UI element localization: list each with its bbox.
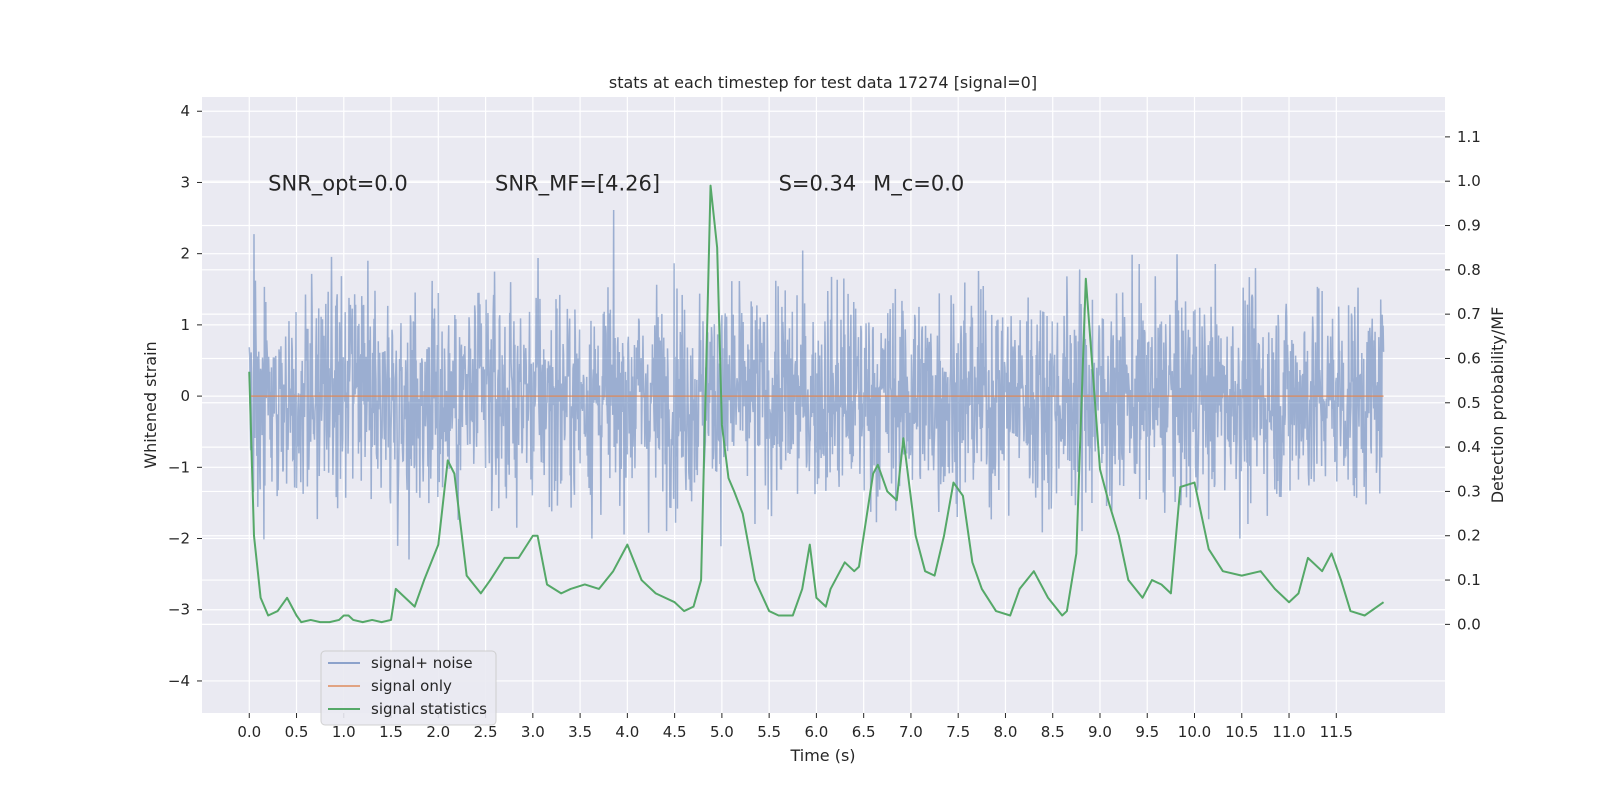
legend-label-stats: signal statistics — [371, 700, 487, 718]
x-tick-label: 6.0 — [804, 723, 828, 741]
y-axis-right-ticks: 0.0 0.1 0.2 0.3 0.4 0.5 0.6 0.7 0.8 0.9 1.0 1.1 — [1445, 128, 1481, 633]
annotation-2: S=0.34 — [779, 171, 857, 195]
y-right-tick-label: 0.3 — [1457, 482, 1481, 500]
x-tick-label: 7.0 — [899, 723, 923, 741]
y-tick-label: 2 — [180, 245, 190, 263]
y-right-tick-label: 1.1 — [1457, 128, 1481, 146]
stats-line — [248, 184, 1385, 624]
series-signal-statistics — [248, 184, 1385, 624]
x-tick-label: 2.0 — [426, 723, 450, 741]
y-right-tick-label: 0.0 — [1457, 615, 1481, 633]
x-tick-label: 3.0 — [521, 723, 545, 741]
x-tick-label: 10.0 — [1178, 723, 1211, 741]
y-tick-label: −1 — [168, 458, 190, 476]
annotation-3: M_c=0.0 — [873, 171, 964, 196]
x-axis-label: Time (s) — [789, 746, 855, 765]
x-tick-label: 5.5 — [757, 723, 781, 741]
y-right-tick-label: 0.5 — [1457, 394, 1481, 412]
y-right-tick-label: 0.6 — [1457, 349, 1481, 367]
x-axis-ticks: 0.0 0.5 1.0 1.5 2.0 2.5 3.0 3.5 4.0 4.5 5.0 5.5 6.0 6… — [237, 713, 1353, 741]
y-right-tick-label: 0.1 — [1457, 571, 1481, 589]
y-tick-label: 4 — [180, 102, 190, 120]
x-tick-label: 10.5 — [1225, 723, 1258, 741]
legend-label-signal: signal only — [371, 677, 452, 695]
y-axis-label: Whitened strain — [141, 341, 160, 468]
y-right-tick-label: 0.7 — [1457, 305, 1481, 323]
series-signal-plus-noise — [248, 209, 1385, 560]
x-tick-label: 1.5 — [379, 723, 403, 741]
legend-box — [320, 650, 497, 726]
x-tick-label: 2.5 — [474, 723, 498, 741]
annotation-1: SNR_MF=[4.26] — [495, 171, 660, 196]
y-axis-left-ticks: −4 −3 −2 −1 0 1 2 3 4 — [168, 102, 202, 690]
annotation-0: SNR_opt=0.0 — [268, 171, 408, 196]
x-tick-label: 8.0 — [994, 723, 1018, 741]
x-tick-label: 11.0 — [1272, 723, 1305, 741]
y-tick-label: −2 — [168, 530, 190, 548]
y-tick-label: 0 — [180, 387, 190, 405]
y-right-tick-label: 1.0 — [1457, 172, 1481, 190]
x-tick-label: 0.5 — [285, 723, 309, 741]
y-tick-label: −4 — [168, 672, 190, 690]
y-right-tick-label: 0.2 — [1457, 527, 1481, 545]
x-tick-label: 5.0 — [710, 723, 734, 741]
x-tick-label: 0.0 — [237, 723, 261, 741]
y-tick-label: 3 — [180, 173, 190, 191]
chart-title: stats at each timestep for test data 172… — [609, 73, 1037, 92]
legend-label-noise: signal+ noise — [371, 654, 473, 672]
x-tick-label: 1.0 — [332, 723, 356, 741]
noise-line — [248, 209, 1385, 560]
x-tick-label: 9.5 — [1135, 723, 1159, 741]
x-tick-label: 4.5 — [663, 723, 687, 741]
x-tick-label: 9.0 — [1088, 723, 1112, 741]
annotations: SNR_opt=0.0 SNR_MF=[4.26] S=0.34 M_c=0.0 — [268, 171, 964, 196]
x-tick-label: 6.5 — [852, 723, 876, 741]
x-tick-label: 8.5 — [1041, 723, 1065, 741]
legend: signal+ noise signal only signal statist… — [320, 650, 497, 726]
y-tick-label: 1 — [180, 316, 190, 334]
x-tick-label: 4.0 — [615, 723, 639, 741]
x-tick-label: 7.5 — [946, 723, 970, 741]
x-tick-label: 3.5 — [568, 723, 592, 741]
y-axis-right-label: Detection probability/MF — [1488, 307, 1507, 504]
y-right-tick-label: 0.9 — [1457, 217, 1481, 235]
x-tick-label: 11.5 — [1320, 723, 1353, 741]
y-right-tick-label: 0.8 — [1457, 261, 1481, 279]
y-right-tick-label: 0.4 — [1457, 438, 1481, 456]
y-tick-label: −3 — [168, 601, 190, 619]
